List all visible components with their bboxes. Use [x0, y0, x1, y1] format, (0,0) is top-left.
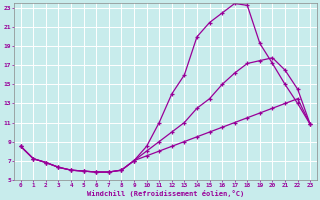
X-axis label: Windchill (Refroidissement éolien,°C): Windchill (Refroidissement éolien,°C): [87, 190, 244, 197]
